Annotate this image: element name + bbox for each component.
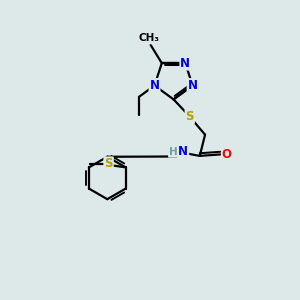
Text: N: N	[188, 79, 198, 92]
Text: N: N	[178, 145, 188, 158]
Text: CH₃: CH₃	[139, 33, 160, 43]
Text: S: S	[185, 110, 194, 123]
Text: N: N	[180, 57, 190, 70]
Text: O: O	[222, 148, 232, 161]
Text: H: H	[169, 147, 178, 157]
Text: S: S	[104, 157, 113, 170]
Text: N: N	[149, 79, 160, 92]
